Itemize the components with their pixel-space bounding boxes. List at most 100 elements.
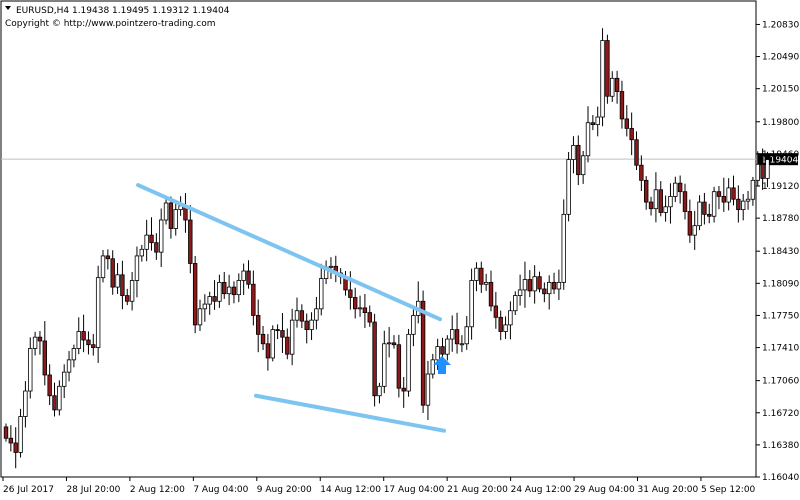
candle [319,263,324,316]
candle-body [217,281,222,302]
candle-body [23,390,28,417]
candle [571,136,576,174]
candle [479,261,484,293]
candle-body [188,219,193,264]
candle-body [498,316,503,332]
candle-body [139,248,144,257]
candle [687,199,693,243]
candle [163,197,169,225]
candle-body [154,242,159,253]
candle-body [62,371,67,387]
candle-body [231,286,237,296]
candle [576,135,581,186]
candle-body [377,385,382,397]
candle-body [736,198,741,211]
x-tick-label: 28 Jul 20:00 [66,485,120,495]
candle [726,178,731,211]
candle [420,290,426,413]
candle-body [120,274,125,297]
candle-body [357,307,363,310]
candle [52,382,57,417]
candle-body [246,270,251,285]
x-tick-label: 26 Jul 2017 [3,485,54,495]
candle [556,269,562,300]
candle-body [32,336,38,349]
y-tick-label: 1.17060 [762,377,799,387]
candle [212,280,217,310]
candle-body [517,289,523,297]
x-tick-label: 7 Aug 04:00 [193,485,248,495]
candle [314,296,319,330]
candle [663,195,668,222]
candle-body [469,280,474,328]
candle [270,325,275,362]
y-tick-label: 1.18780 [762,214,799,224]
candle [42,321,47,386]
candle-body [260,333,266,345]
candle-body [158,219,164,253]
candle-body [644,179,649,203]
candle [81,314,86,353]
candle [154,233,159,260]
candle-body [556,281,562,290]
candle [580,151,586,184]
candle [255,299,261,353]
candle [382,330,387,394]
candle [464,316,469,350]
candle-body [251,283,256,316]
triangle-down-icon[interactable] [5,6,11,10]
candle-body [42,340,47,376]
candle [260,326,266,351]
candle-body [648,201,654,210]
candle-body [750,179,756,200]
candle [231,281,237,304]
candle [202,294,208,322]
buy-arrow-icon [433,356,451,374]
candle [692,210,697,250]
candle [386,327,392,358]
candle-body [173,209,178,229]
candle [115,263,120,294]
candle [741,193,746,221]
candle [32,331,38,356]
candle [508,301,513,340]
candle-body [91,344,96,348]
candle-body [294,310,300,321]
candle [619,80,625,129]
candle [289,308,295,366]
chart-header: EURUSD,H4 1.19438 1.19495 1.19312 1.1940… [5,6,230,29]
candle-body [391,342,397,346]
candle [614,70,620,104]
candle [401,376,406,408]
candle [129,271,135,311]
candle-body [551,281,557,290]
candle [610,71,615,102]
candle [648,196,654,216]
candle [469,268,474,340]
candle-body [464,326,469,345]
candle-body [100,255,106,279]
candle-body [624,118,629,129]
candle [275,324,280,340]
candle-body [285,336,290,355]
candle [736,185,741,223]
candle-body [52,395,57,411]
candle [144,219,149,262]
candle-body [566,159,571,215]
candle-body [711,191,717,217]
candle [513,291,518,316]
lower-trendline [254,393,446,433]
candle-body [547,281,552,295]
y-axis: 1.20830 1.20490 1.20150 1.19800 1.19460 1.191… [756,20,799,483]
candle-body [406,333,411,392]
candle-body [411,315,416,335]
candle [3,423,9,442]
candle [677,175,683,204]
candle-body [270,329,275,359]
candle-body [663,206,668,213]
candle [149,217,154,251]
candle-body [255,315,261,335]
candle-body [134,255,140,281]
